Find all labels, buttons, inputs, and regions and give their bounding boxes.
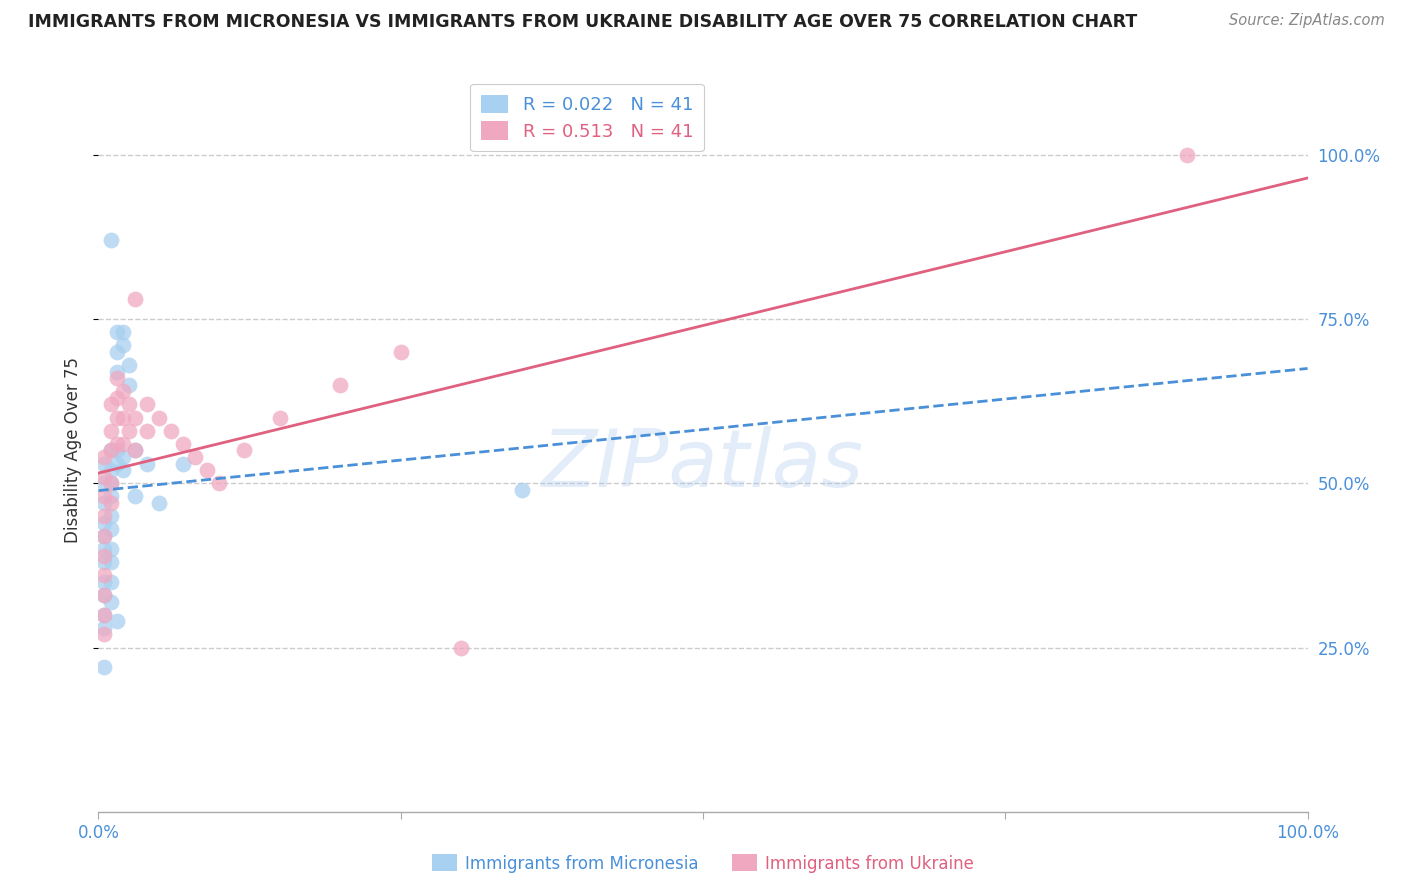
Point — [93, 509, 115, 524]
Point — [100, 574, 122, 589]
Text: IMMIGRANTS FROM MICRONESIA VS IMMIGRANTS FROM UKRAINE DISABILITY AGE OVER 75 COR: IMMIGRANTS FROM MICRONESIA VS IMMIGRANTS… — [28, 13, 1137, 31]
Point — [93, 555, 115, 569]
Point — [111, 325, 134, 339]
Point — [100, 233, 122, 247]
Point — [93, 627, 115, 641]
Point — [124, 293, 146, 307]
Point — [93, 529, 115, 543]
Point — [93, 621, 115, 635]
Point — [93, 516, 115, 530]
Point — [124, 443, 146, 458]
Point — [93, 450, 115, 464]
Point — [93, 490, 115, 504]
Point — [93, 607, 115, 622]
Point — [111, 338, 134, 352]
Point — [105, 410, 128, 425]
Point — [93, 541, 115, 556]
Point — [105, 391, 128, 405]
Point — [195, 463, 218, 477]
Point — [389, 345, 412, 359]
Point — [93, 660, 115, 674]
Point — [93, 588, 115, 602]
Point — [93, 549, 115, 563]
Point — [172, 437, 194, 451]
Point — [105, 614, 128, 628]
Point — [100, 443, 122, 458]
Point — [93, 457, 115, 471]
Point — [172, 457, 194, 471]
Point — [105, 371, 128, 385]
Point — [105, 443, 128, 458]
Point — [135, 424, 157, 438]
Point — [208, 476, 231, 491]
Point — [450, 640, 472, 655]
Point — [100, 476, 122, 491]
Point — [135, 457, 157, 471]
Point — [93, 496, 115, 510]
Legend: Immigrants from Micronesia, Immigrants from Ukraine: Immigrants from Micronesia, Immigrants f… — [425, 847, 981, 880]
Point — [105, 437, 128, 451]
Point — [232, 443, 254, 458]
Point — [93, 529, 115, 543]
Point — [118, 377, 141, 392]
Point — [124, 410, 146, 425]
Point — [100, 443, 122, 458]
Point — [100, 397, 122, 411]
Point — [100, 490, 122, 504]
Point — [135, 397, 157, 411]
Point — [100, 463, 122, 477]
Point — [100, 476, 122, 491]
Point — [105, 325, 128, 339]
Point — [100, 541, 122, 556]
Point — [111, 437, 134, 451]
Point — [1175, 148, 1198, 162]
Point — [100, 509, 122, 524]
Point — [118, 424, 141, 438]
Point — [93, 568, 115, 582]
Point — [100, 424, 122, 438]
Point — [105, 457, 128, 471]
Point — [111, 450, 134, 464]
Point — [111, 463, 134, 477]
Point — [100, 594, 122, 608]
Text: Source: ZipAtlas.com: Source: ZipAtlas.com — [1229, 13, 1385, 29]
Point — [93, 607, 115, 622]
Point — [124, 443, 146, 458]
Point — [93, 574, 115, 589]
Point — [148, 410, 170, 425]
Point — [160, 424, 183, 438]
Point — [329, 377, 352, 392]
Point — [111, 384, 134, 399]
Text: ZIPatlas: ZIPatlas — [541, 425, 865, 504]
Point — [184, 450, 207, 464]
Point — [269, 410, 291, 425]
Point — [100, 496, 122, 510]
Point — [105, 365, 128, 379]
Y-axis label: Disability Age Over 75: Disability Age Over 75 — [65, 358, 83, 543]
Point — [93, 588, 115, 602]
Legend: R = 0.022   N = 41, R = 0.513   N = 41: R = 0.022 N = 41, R = 0.513 N = 41 — [470, 84, 704, 152]
Point — [118, 358, 141, 372]
Point — [124, 490, 146, 504]
Point — [100, 522, 122, 536]
Point — [105, 345, 128, 359]
Point — [111, 410, 134, 425]
Point — [118, 397, 141, 411]
Point — [100, 555, 122, 569]
Point — [510, 483, 533, 497]
Point — [148, 496, 170, 510]
Point — [93, 476, 115, 491]
Point — [93, 469, 115, 483]
